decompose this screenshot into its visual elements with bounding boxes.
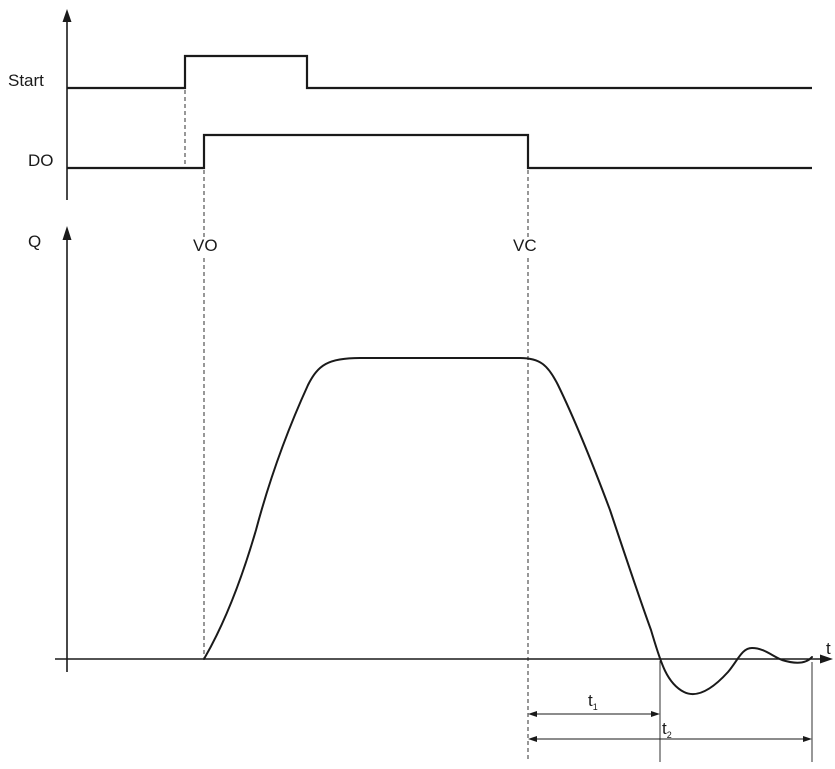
flow-y-axis <box>62 226 72 672</box>
valve-close-label: VC <box>513 236 537 255</box>
valve-open-label: VO <box>193 236 218 255</box>
t2-dimension: t2 <box>528 662 813 762</box>
start-signal-trace <box>67 54 812 90</box>
start-signal: Start <box>8 54 812 90</box>
t1-label: t1 <box>588 691 598 712</box>
t1-dimension: t1 <box>528 661 661 762</box>
x-axis-label: t <box>826 639 831 658</box>
signal-axis <box>62 9 72 200</box>
do-label: DO <box>28 151 54 170</box>
t2-label: t2 <box>662 719 672 740</box>
y-axis-label: Q <box>28 232 41 251</box>
start-label: Start <box>8 71 44 90</box>
do-signal-trace <box>67 133 812 170</box>
flow-x-axis <box>55 654 833 664</box>
do-signal: DO <box>28 133 812 170</box>
flow-curve <box>203 357 813 695</box>
